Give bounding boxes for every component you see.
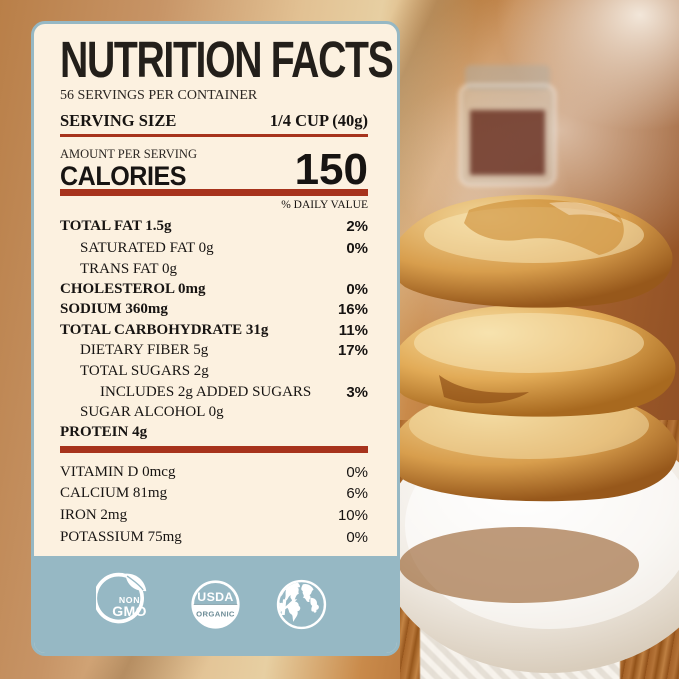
svg-text:GMO: GMO: [112, 603, 147, 619]
svg-text:ORGANIC: ORGANIC: [196, 610, 235, 619]
svg-text:USDA: USDA: [197, 590, 233, 604]
svg-text:K: K: [279, 594, 299, 620]
